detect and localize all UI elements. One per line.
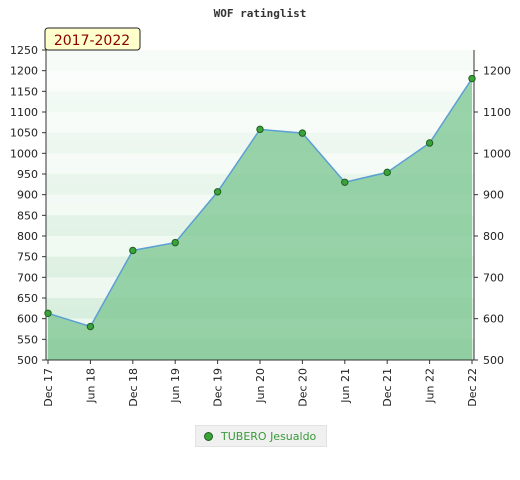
right-tick-label: 700 <box>483 271 504 284</box>
legend-series-name: TUBERO Jesualdo <box>221 429 317 443</box>
data-point <box>298 129 307 137</box>
left-tick-label: 1000 <box>10 147 38 160</box>
x-axis: Dec 17 Jun 18 Dec 18 Jun 19 Dec 19 Jun 20 Dec … <box>42 360 479 407</box>
left-tick-label: 1150 <box>10 85 38 98</box>
left-tick-label: 950 <box>17 168 38 181</box>
data-point <box>86 322 95 331</box>
x-tick-label: Jun 21 <box>339 368 352 404</box>
left-tick-label: 900 <box>17 189 38 202</box>
series-area <box>48 78 472 361</box>
x-tick-label: Dec 17 <box>42 368 55 407</box>
chart-title: WOF ratinglist <box>214 7 307 20</box>
x-tick-label: Dec 21 <box>381 368 394 407</box>
left-tick-label: 1250 <box>10 44 38 57</box>
data-point <box>468 74 476 83</box>
data-point <box>171 238 179 247</box>
left-y-axis: 500 550 600 650 700 750 800 850 900 950 1000 1050 11… <box>10 44 46 367</box>
left-tick-label: 750 <box>17 251 38 264</box>
left-tick-label: 650 <box>17 292 38 305</box>
left-tick-label: 550 <box>17 333 38 346</box>
left-tick-label: 1050 <box>10 127 38 140</box>
right-tick-label: 500 <box>483 354 504 367</box>
legend: TUBERO Jesualdo <box>195 425 327 447</box>
left-tick-label: 500 <box>17 354 38 367</box>
x-tick-label: Dec 22 <box>466 368 479 407</box>
right-tick-label: 1200 <box>483 65 511 78</box>
data-point <box>425 139 434 147</box>
right-y-axis: 500 600 700 800 900 1000 1100 1200 <box>474 65 511 367</box>
left-tick-label: 1200 <box>10 65 38 78</box>
data-point <box>383 168 391 177</box>
right-tick-label: 800 <box>483 230 504 243</box>
data-point <box>129 246 137 255</box>
x-tick-label: Jun 19 <box>169 368 182 404</box>
x-tick-label: Dec 20 <box>296 368 309 407</box>
left-tick-label: 850 <box>17 209 38 222</box>
left-tick-label: 700 <box>17 271 38 284</box>
x-tick-label: Dec 18 <box>127 368 140 407</box>
left-tick-label: 600 <box>17 313 38 326</box>
data-points <box>44 74 476 331</box>
right-tick-label: 900 <box>483 189 504 202</box>
right-tick-label: 600 <box>483 313 504 326</box>
right-tick-label: 1000 <box>483 147 511 160</box>
left-tick-label: 1100 <box>10 106 38 119</box>
right-tick-label: 1100 <box>483 106 511 119</box>
left-tick-label: 800 <box>17 230 38 243</box>
x-tick-label: Dec 19 <box>212 368 225 407</box>
period-badge-text: 2017-2022 <box>54 33 130 49</box>
x-tick-label: Jun 22 <box>424 368 437 404</box>
period-badge: 2017-2022 <box>44 27 141 51</box>
legend-marker-icon <box>204 431 213 441</box>
data-point <box>44 309 52 317</box>
data-point <box>341 178 349 186</box>
data-point <box>256 125 264 134</box>
x-tick-label: Jun 20 <box>254 368 267 404</box>
x-tick-label: Jun 18 <box>84 368 97 404</box>
data-point <box>213 188 222 196</box>
